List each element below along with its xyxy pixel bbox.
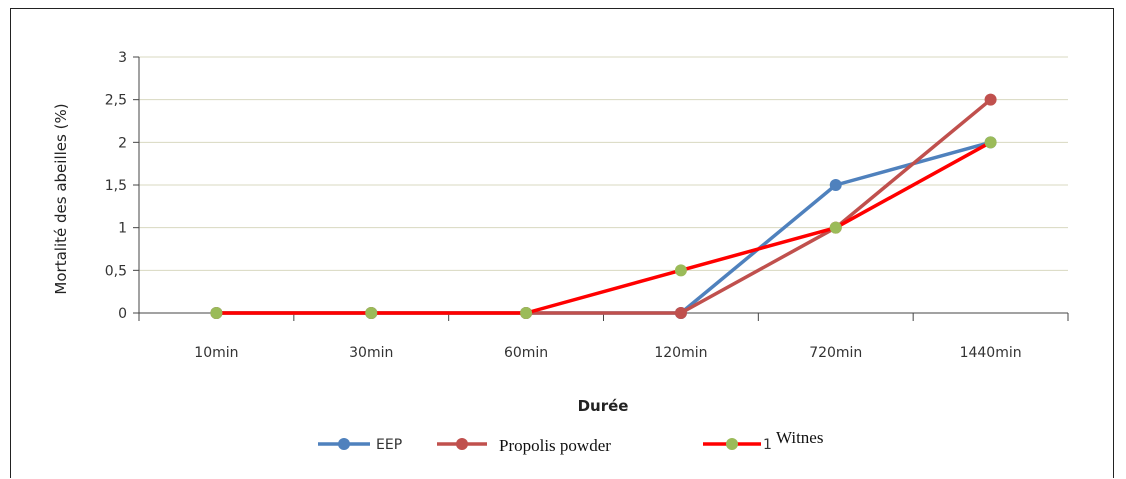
y-tick-label: 3 [118,50,127,66]
y-tick-labels: 0 0,5 1 1,5 2 2,5 3 [105,50,127,322]
y-tick-label: 2,5 [105,93,127,109]
chart-frame [10,8,1114,478]
data-point [520,307,533,319]
legend: EEP Propolis powder 1 Witnes [318,428,823,455]
data-point [365,307,378,319]
y-tick-label: 0 [118,306,127,322]
series-lines [210,93,997,319]
x-tick-label: 60min [504,345,548,361]
legend-item-eep: EEP [318,437,402,453]
x-tick-label: 10min [194,345,238,361]
data-point [829,179,842,191]
series-2 [210,136,997,319]
axes [133,56,1069,321]
series-line [216,140,992,315]
x-tick-label: 720min [809,345,862,361]
legend-item-propolis-powder: Propolis powder [437,436,611,455]
legend-label-eep: EEP [376,437,402,453]
y-axis-title: Mortalité des abeilles (%) [52,103,70,294]
legend-label-propolis-powder: Propolis powder [499,436,611,455]
gridlines [139,56,1068,271]
y-tick-label: 0,5 [105,263,127,279]
legend-marker-witnes [726,438,738,450]
y-tick-label: 1 [118,221,127,237]
legend-partial-label: 1 [763,437,772,453]
data-point [984,136,997,149]
legend-label-witnes: Witnes [776,428,823,447]
legend-marker-eep [338,438,350,450]
data-point [829,221,842,234]
legend-item-witnes: 1 Witnes [703,428,823,453]
data-point [984,93,997,106]
data-point [210,307,223,319]
data-point [674,307,687,319]
x-axis-title: Durée [578,397,629,415]
x-tick-labels: 10min 30min 60min 120min 720min 1440min [194,345,1021,361]
x-tick-label: 1440min [960,345,1022,361]
y-tick-label: 1,5 [105,178,127,194]
y-tick-label: 2 [118,135,127,151]
x-tick-label: 30min [349,345,393,361]
data-point [674,264,687,277]
series-1 [210,93,997,319]
legend-marker-propolis-powder [456,438,468,450]
x-tick-label: 120min [654,345,707,361]
